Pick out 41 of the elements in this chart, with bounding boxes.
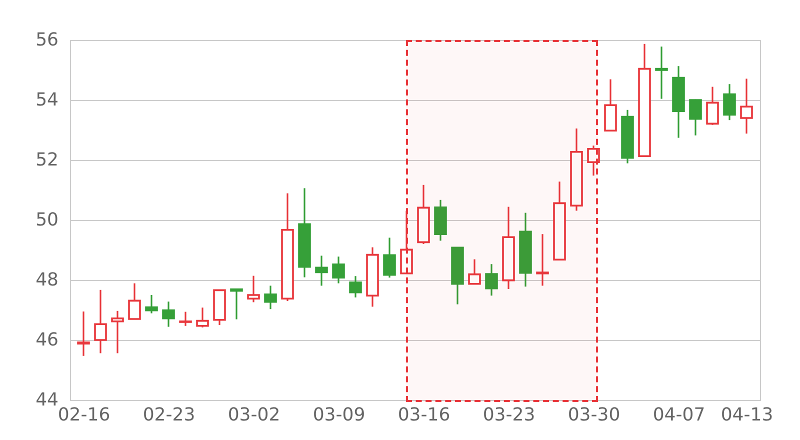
- candlestick: [77, 310, 90, 357]
- candlestick: [230, 288, 243, 320]
- y-tick-label: 48: [36, 270, 58, 290]
- candlestick: [689, 98, 702, 136]
- candlestick: [315, 254, 328, 286]
- candlestick: [179, 311, 192, 327]
- candlestick: [94, 289, 107, 354]
- x-tick-label: 04-07: [652, 404, 706, 426]
- x-tick-label: 02-23: [142, 404, 196, 426]
- x-tick-label: 03-30: [568, 404, 620, 426]
- candlestick: [706, 86, 719, 126]
- candlestick: [536, 233, 549, 286]
- candlestick: [349, 275, 362, 298]
- candlestick: [740, 78, 753, 134]
- candlestick: [400, 210, 413, 275]
- x-tick-label: 03-02: [228, 404, 280, 426]
- x-tick-label: 02-16: [58, 404, 110, 426]
- candlestick: [587, 144, 600, 176]
- y-tick-label: 52: [36, 150, 58, 170]
- x-tick-label: 04-13: [720, 404, 774, 426]
- candlestick: [655, 46, 668, 100]
- x-tick-label: 03-09: [312, 404, 366, 426]
- x-tick-label: 03-16: [398, 404, 450, 426]
- candlestick: [383, 236, 396, 278]
- candlestick: [485, 263, 498, 296]
- candlestick: [128, 282, 141, 320]
- y-tick-label: 54: [36, 90, 58, 110]
- y-tick-label: 44: [36, 390, 58, 410]
- candlestick: [332, 256, 345, 284]
- candlestick: [723, 83, 736, 121]
- candlestick: [264, 284, 277, 310]
- candlestick: [196, 306, 209, 328]
- x-tick-label: 03-23: [482, 404, 536, 426]
- candlestick: [111, 310, 124, 354]
- candlestick: [145, 294, 158, 314]
- y-tick-label: 50: [36, 210, 58, 230]
- candlestick: [468, 258, 481, 285]
- candlestick: [247, 275, 260, 303]
- y-tick-label: 56: [36, 30, 58, 50]
- candlestick: [162, 300, 175, 328]
- y-tick-label: 46: [36, 330, 58, 350]
